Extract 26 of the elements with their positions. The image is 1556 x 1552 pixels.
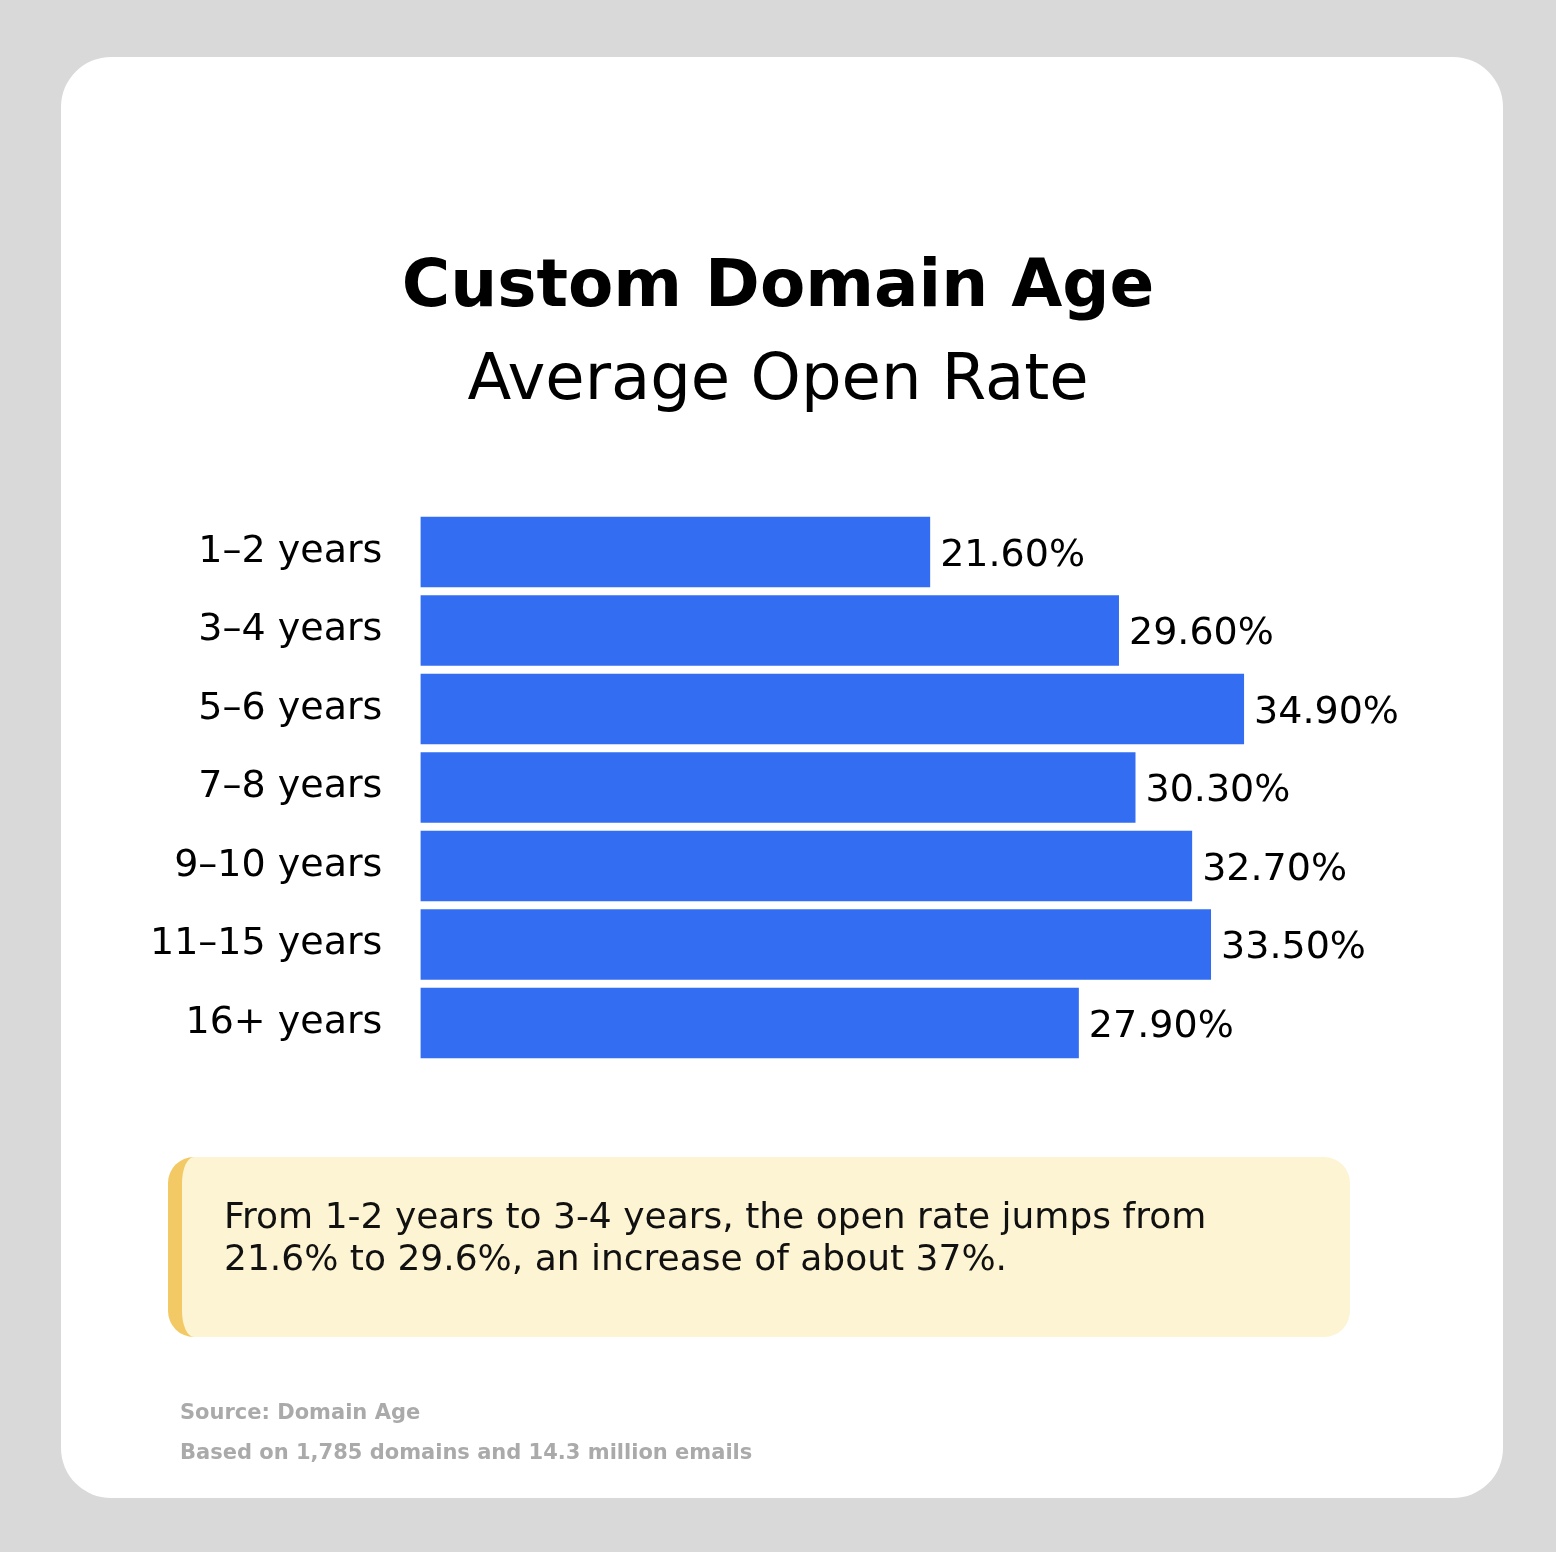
bar — [420, 909, 1212, 980]
data-label: 30.30% — [1145, 766, 1291, 811]
bar — [420, 987, 1079, 1059]
data-label: 21.60% — [940, 530, 1086, 575]
bar — [420, 516, 931, 588]
data-label: 27.90% — [1088, 1001, 1234, 1046]
bar — [420, 673, 1245, 745]
y-tick-label: 16+ years — [185, 997, 383, 1042]
y-tick-label: 7–8 years — [198, 762, 383, 807]
y-tick-label: 5–6 years — [198, 683, 383, 728]
chart-subtitle: Average Open Rate — [466, 340, 1090, 414]
data-label: 32.70% — [1202, 844, 1348, 889]
y-tick-label: 3–4 years — [198, 605, 383, 650]
text: From 1-2 years to 3-4 years, the open rate jumps from 21.6% to 29.6%, an increase of about 37%. — [168, 1157, 1350, 1337]
y-tick-label: 9–10 years — [174, 840, 383, 885]
bar — [420, 595, 1119, 666]
source-note: Source: Domain Age — [180, 1400, 421, 1424]
data-label: 33.50% — [1221, 923, 1366, 968]
y-tick-label: 11–15 years — [149, 919, 383, 964]
bar — [420, 830, 1193, 902]
y-tick-label: 1–2 years — [198, 526, 383, 571]
data-label: 29.60% — [1128, 609, 1274, 654]
bar — [420, 752, 1136, 823]
text: Based on 1,785 domains and 14.3 million emails — [180, 1440, 753, 1464]
data-label: 34.90% — [1254, 687, 1399, 732]
chart-title: Custom Domain Age — [400, 245, 1156, 322]
